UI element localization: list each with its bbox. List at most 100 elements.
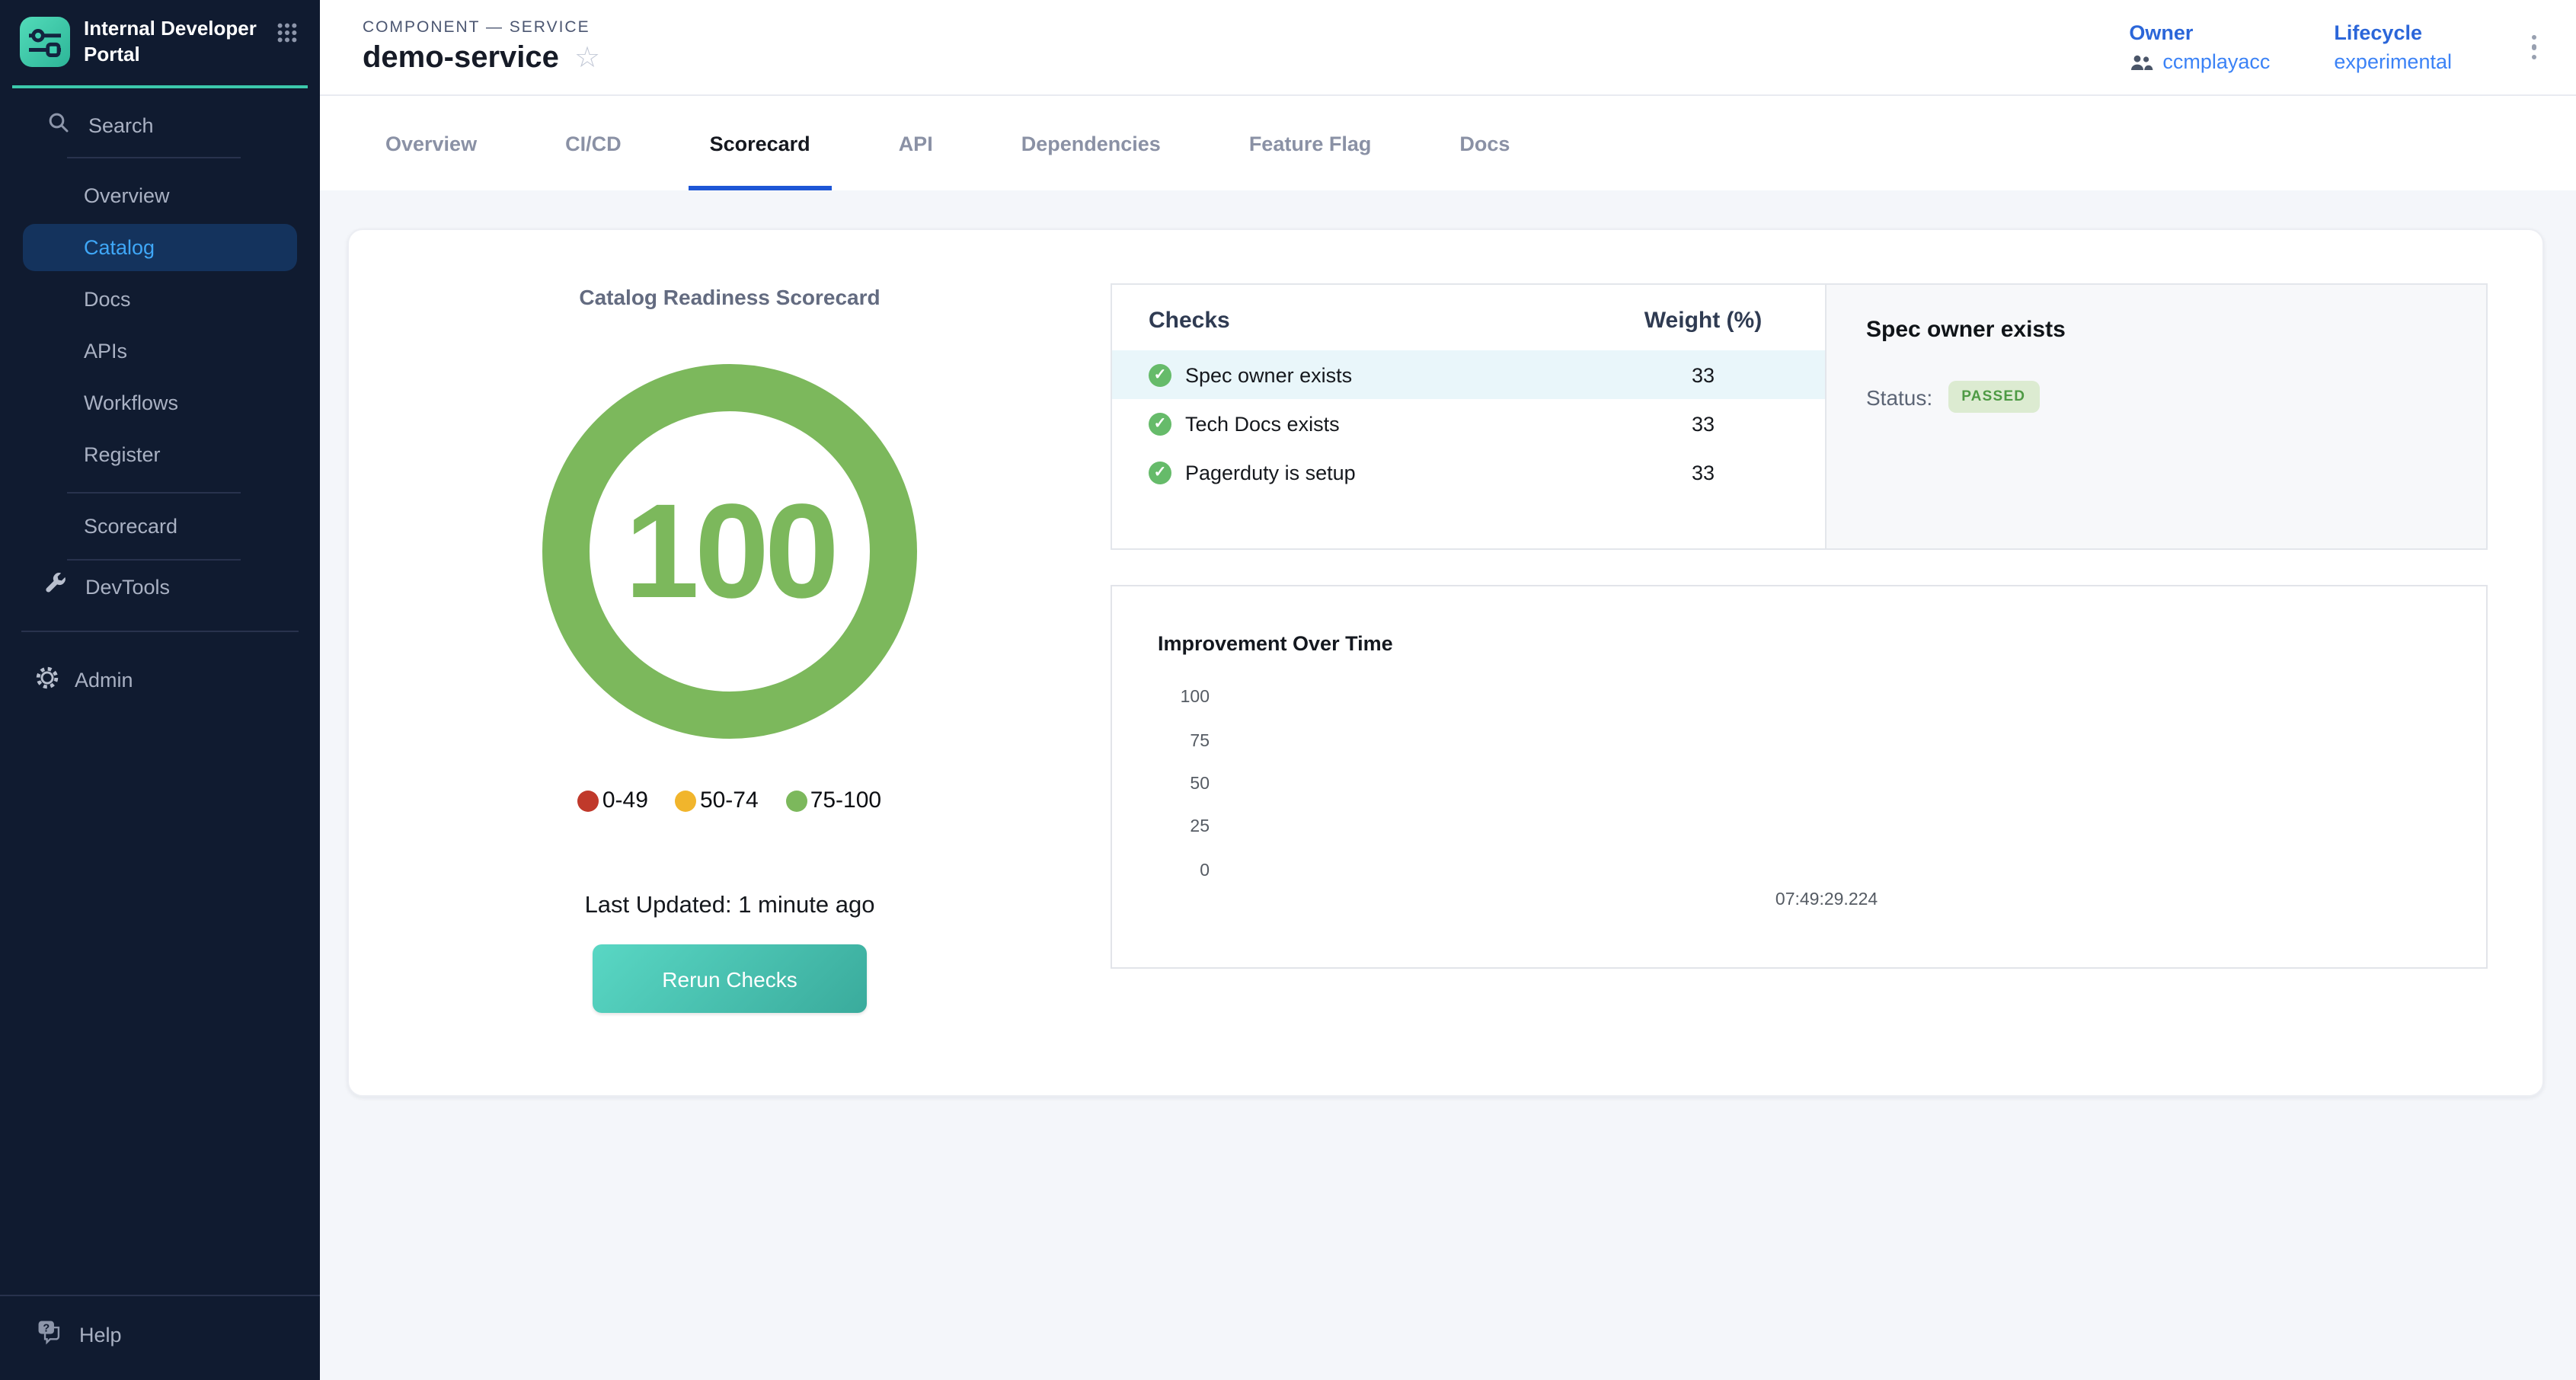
check-name: Spec owner exists	[1185, 363, 1353, 386]
legend-label: 50-74	[699, 787, 759, 813]
tab-cicd[interactable]: CI/CD	[544, 96, 643, 190]
tab-overview[interactable]: Overview	[364, 96, 498, 190]
check-name: Pagerduty is setup	[1185, 461, 1356, 484]
legend-item-mid: 50-74	[675, 787, 759, 813]
sidebar-item-admin[interactable]: Admin	[0, 650, 320, 710]
app-logo	[20, 17, 70, 67]
sidebar-item-devtools[interactable]: DevTools	[0, 561, 320, 612]
tab-docs[interactable]: Docs	[1438, 96, 1531, 190]
tab-label: Overview	[385, 132, 478, 155]
sidebar-item-label: Help	[79, 1323, 122, 1346]
sidebar-divider	[67, 559, 241, 561]
improvement-chart-card: Improvement Over Time 100 75 50 25 0 07:…	[1111, 585, 2488, 969]
entity-header: COMPONENT — SERVICE demo-service ☆ Owner	[320, 0, 2576, 96]
sidebar: Internal Developer Portal Search	[0, 0, 320, 1380]
legend-item-high: 75-100	[785, 787, 882, 813]
sidebar-footer: ? Help	[0, 1295, 320, 1380]
search-label: Search	[88, 113, 154, 136]
check-circle-icon: ✓	[1149, 461, 1171, 484]
sidebar-header: Internal Developer Portal	[12, 0, 308, 88]
check-detail-panel: Spec owner exists Status: PASSED	[1825, 285, 2486, 548]
check-row-spec-owner[interactable]: ✓ Spec owner exists 33	[1112, 350, 1825, 399]
favorite-star-icon[interactable]: ☆	[574, 43, 601, 75]
owner-value-text: ccmplayacc	[2162, 50, 2271, 73]
check-row-tech-docs[interactable]: ✓ Tech Docs exists 33	[1112, 399, 1825, 448]
check-weight: 33	[1691, 363, 1715, 386]
checks-header-label: Checks	[1149, 308, 1230, 334]
tab-scorecard[interactable]: Scorecard	[688, 96, 832, 190]
sidebar-item-apis[interactable]: APIs	[23, 327, 297, 375]
wrench-icon	[44, 573, 67, 600]
y-axis-tick: 75	[1190, 733, 1210, 751]
app-title: Internal Developer Portal	[84, 17, 257, 65]
check-circle-icon: ✓	[1149, 363, 1171, 386]
check-row-pagerduty[interactable]: ✓ Pagerduty is setup 33	[1112, 448, 1825, 497]
score-gauge: 100	[542, 364, 917, 739]
legend-dot-amber	[675, 790, 697, 811]
checks-panel: Checks Weight (%) ✓ Spec owner exists 33…	[1111, 283, 2488, 550]
sidebar-item-docs[interactable]: Docs	[23, 276, 297, 323]
lifecycle-block: Lifecycle experimental	[2334, 21, 2452, 73]
tab-label: Feature Flag	[1248, 132, 1372, 155]
owner-group-icon	[2130, 54, 2153, 69]
apps-grid-icon[interactable]	[276, 21, 299, 52]
status-label: Status:	[1866, 385, 1933, 409]
sidebar-item-workflows[interactable]: Workflows	[23, 379, 297, 426]
gauge-column: Catalog Readiness Scorecard 100 0-49 50-…	[349, 230, 1111, 1095]
sidebar-nav: Overview Catalog Docs APIs Workflows Reg…	[0, 158, 320, 492]
last-updated-text: Last Updated: 1 minute ago	[584, 893, 875, 918]
sidebar-item-help[interactable]: ? Help	[37, 1319, 292, 1350]
tab-dependencies[interactable]: Dependencies	[1000, 96, 1182, 190]
checks-column: Checks Weight (%) ✓ Spec owner exists 33…	[1111, 283, 2488, 1095]
owner-value[interactable]: ccmplayacc	[2129, 50, 2270, 73]
scorecard-page: Catalog Readiness Scorecard 100 0-49 50-…	[320, 190, 2576, 1380]
lifecycle-label: Lifecycle	[2334, 21, 2422, 44]
sidebar-item-scorecard[interactable]: Scorecard	[23, 503, 297, 550]
check-weight: 33	[1691, 412, 1715, 435]
sidebar-divider	[67, 492, 241, 494]
sidebar-item-overview[interactable]: Overview	[23, 172, 297, 219]
checks-table: Checks Weight (%) ✓ Spec owner exists 33…	[1112, 285, 1825, 548]
svg-text:?: ?	[43, 1323, 50, 1335]
improvement-chart-title: Improvement Over Time	[1158, 632, 1393, 655]
y-axis-tick: 100	[1180, 688, 1210, 707]
sidebar-item-label: Scorecard	[84, 515, 178, 538]
tab-feature-flag[interactable]: Feature Flag	[1228, 96, 1393, 190]
check-name: Tech Docs exists	[1185, 412, 1340, 435]
lifecycle-value: experimental	[2334, 50, 2452, 73]
entity-tabs: Overview CI/CD Scorecard API Dependencie…	[320, 96, 2576, 190]
sidebar-item-label: Register	[84, 443, 161, 466]
sidebar-search[interactable]: Search	[0, 88, 320, 157]
scorecard-title: Catalog Readiness Scorecard	[579, 285, 881, 309]
owner-label: Owner	[2129, 21, 2194, 44]
weight-header-label: Weight (%)	[1644, 308, 1763, 334]
y-axis-tick: 0	[1200, 862, 1210, 880]
page-title: demo-service	[363, 41, 559, 75]
logo-icon	[29, 29, 61, 57]
scorecard-card: Catalog Readiness Scorecard 100 0-49 50-…	[347, 228, 2544, 1097]
y-axis-tick: 25	[1190, 818, 1210, 836]
y-axis-tick: 50	[1190, 775, 1210, 794]
legend-label: 0-49	[602, 787, 648, 813]
owner-block: Owner ccmplayacc	[2129, 21, 2270, 73]
checks-table-header: Checks Weight (%)	[1112, 285, 1825, 350]
legend-label: 75-100	[810, 787, 882, 813]
status-badge: PASSED	[1948, 381, 2040, 413]
legend-item-low: 0-49	[577, 787, 648, 813]
sidebar-divider	[21, 631, 299, 632]
rerun-checks-button[interactable]: Rerun Checks	[593, 944, 867, 1013]
sidebar-item-label: DevTools	[85, 575, 171, 598]
search-icon	[47, 111, 70, 139]
check-circle-icon: ✓	[1149, 412, 1171, 435]
check-status-row: Status: PASSED	[1866, 381, 2447, 413]
sidebar-item-register[interactable]: Register	[23, 431, 297, 478]
score-value: 100	[625, 475, 839, 626]
tab-api[interactable]: API	[877, 96, 954, 190]
tab-label: Docs	[1459, 132, 1510, 155]
sidebar-item-label: Admin	[75, 669, 133, 692]
kebab-menu-icon[interactable]	[2516, 29, 2552, 66]
sidebar-item-catalog[interactable]: Catalog	[23, 224, 297, 271]
breadcrumb: COMPONENT — SERVICE	[363, 18, 590, 37]
main-area: COMPONENT — SERVICE demo-service ☆ Owner	[320, 0, 2576, 1380]
